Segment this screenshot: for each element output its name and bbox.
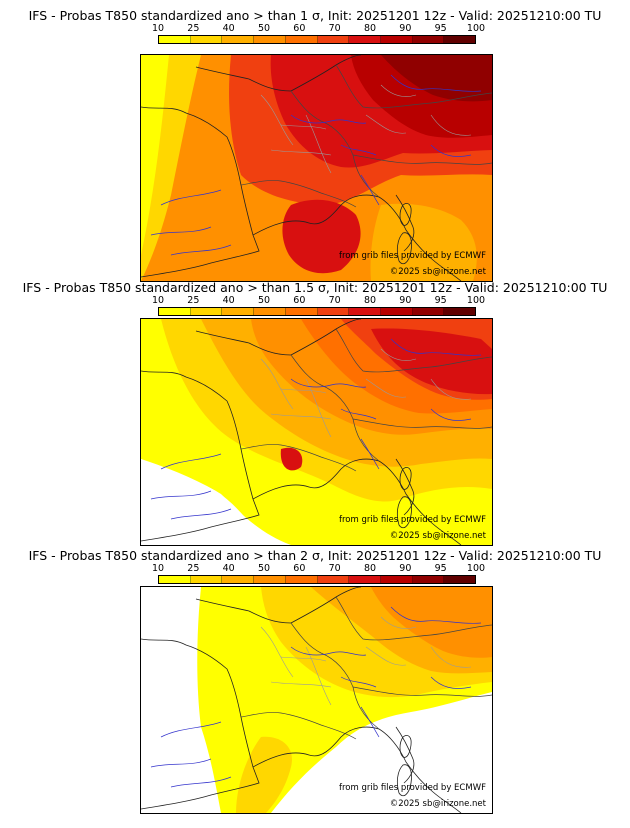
legend-color-swatch: [222, 36, 255, 43]
legend-color-swatch: [349, 308, 381, 315]
legend-tick-label: 70: [328, 563, 341, 574]
legend-color-swatch: [317, 576, 350, 583]
legend-tick-label: 100: [466, 23, 486, 34]
legend-color-swatch: [159, 36, 191, 43]
legend-tick-label: 95: [434, 295, 447, 306]
legend-color-swatch: [444, 36, 476, 43]
panel-title: IFS - Probas T850 standardized ano > tha…: [28, 8, 602, 23]
data-source-credit: from grib files provided by ECMWF: [339, 515, 486, 525]
panel-title: IFS - Probas T850 standardized ano > tha…: [28, 548, 602, 563]
legend-color-swatch: [380, 576, 413, 583]
data-source-credit: from grib files provided by ECMWF: [339, 251, 486, 261]
legend-tick-label: 90: [399, 23, 412, 34]
legend-ticks: 10 25 40 50 60 70 80 90 95 100: [152, 295, 485, 307]
probability-map: from grib files provided by ECMWF ©2025 …: [140, 54, 493, 282]
legend-color-swatch: [285, 36, 318, 43]
legend-ticks: 10 25 40 50 60 70 80 90 95 100: [152, 23, 485, 35]
data-source-credit: from grib files provided by ECMWF: [339, 783, 486, 793]
legend-tick-label: 60: [293, 295, 306, 306]
legend-color-swatch: [159, 308, 191, 315]
legend-tick-label: 50: [257, 23, 271, 34]
probability-map: from grib files provided by ECMWF ©2025 …: [140, 586, 493, 814]
legend-color-swatch: [285, 576, 318, 583]
map-shading: [141, 319, 492, 545]
legend-color-swatch: [222, 308, 255, 315]
map-panel-2: IFS - Probas T850 standardized ano > tha…: [0, 280, 630, 556]
legend-color-swatch: [222, 576, 255, 583]
color-legend: 10 25 40 50 60 70 80 90 95 100: [152, 295, 485, 320]
legend-tick-label: 80: [363, 295, 377, 306]
legend-tick-label: 60: [293, 563, 306, 574]
legend-bar: [158, 307, 476, 316]
legend-color-swatch: [254, 308, 286, 315]
legend-tick-label: 40: [222, 563, 235, 574]
map-shading: [141, 55, 492, 281]
legend-tick-label: 25: [187, 563, 200, 574]
copyright-credit: ©2025 sb@irizone.net: [389, 799, 486, 809]
legend-tick-label: 10: [151, 563, 165, 574]
legend-color-swatch: [444, 308, 476, 315]
legend-color-swatch: [380, 308, 413, 315]
probability-map: from grib files provided by ECMWF ©2025 …: [140, 318, 493, 546]
legend-color-swatch: [380, 36, 413, 43]
legend-color-swatch: [254, 576, 286, 583]
legend-tick-label: 95: [434, 23, 447, 34]
legend-color-swatch: [349, 576, 381, 583]
panel-title: IFS - Probas T850 standardized ano > tha…: [22, 280, 608, 295]
legend-tick-label: 90: [399, 295, 412, 306]
legend-tick-label: 40: [222, 23, 235, 34]
legend-color-swatch: [190, 308, 223, 315]
legend-tick-label: 10: [151, 23, 165, 34]
legend-tick-label: 100: [466, 563, 486, 574]
legend-color-swatch: [412, 576, 445, 583]
map-panel-1: IFS - Probas T850 standardized ano > tha…: [0, 8, 630, 284]
legend-color-swatch: [159, 576, 191, 583]
legend-color-swatch: [349, 36, 381, 43]
map-panel-3: IFS - Probas T850 standardized ano > tha…: [0, 548, 630, 824]
copyright-credit: ©2025 sb@irizone.net: [389, 531, 486, 541]
copyright-credit: ©2025 sb@irizone.net: [389, 267, 486, 277]
legend-tick-label: 50: [257, 563, 271, 574]
legend-tick-label: 80: [363, 23, 377, 34]
legend-color-swatch: [317, 308, 350, 315]
legend-color-swatch: [254, 36, 286, 43]
legend-tick-label: 70: [328, 23, 341, 34]
map-shading: [141, 587, 492, 813]
legend-tick-label: 95: [434, 563, 447, 574]
color-legend: 10 25 40 50 60 70 80 90 95 100: [152, 563, 485, 588]
legend-tick-label: 80: [363, 563, 377, 574]
legend-tick-label: 10: [151, 295, 165, 306]
legend-bar: [158, 575, 476, 584]
legend-ticks: 10 25 40 50 60 70 80 90 95 100: [152, 563, 485, 575]
color-legend: 10 25 40 50 60 70 80 90 95 100: [152, 23, 485, 48]
legend-tick-label: 90: [399, 563, 412, 574]
legend-tick-label: 50: [257, 295, 271, 306]
legend-color-swatch: [412, 308, 445, 315]
legend-tick-label: 60: [293, 23, 306, 34]
legend-color-swatch: [317, 36, 350, 43]
legend-bar: [158, 35, 476, 44]
legend-color-swatch: [444, 576, 476, 583]
legend-tick-label: 25: [187, 23, 200, 34]
legend-tick-label: 40: [222, 295, 235, 306]
legend-color-swatch: [190, 576, 223, 583]
legend-color-swatch: [285, 308, 318, 315]
legend-tick-label: 70: [328, 295, 341, 306]
legend-tick-label: 100: [466, 295, 486, 306]
legend-color-swatch: [190, 36, 223, 43]
legend-tick-label: 25: [187, 295, 200, 306]
legend-color-swatch: [412, 36, 445, 43]
